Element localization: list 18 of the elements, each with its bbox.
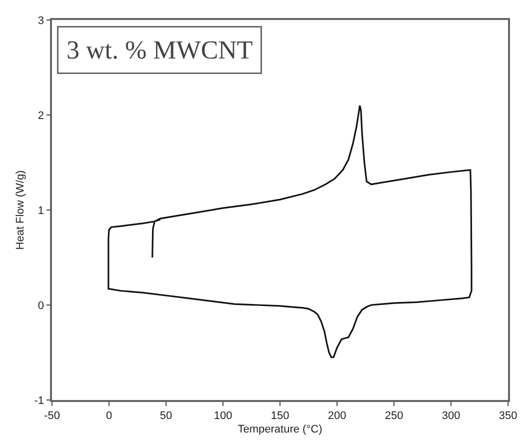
y-tick-label: 1 xyxy=(38,204,44,217)
x-tick-label: 150 xyxy=(270,410,290,422)
line-series xyxy=(108,104,472,358)
y-tick-label: 0 xyxy=(38,300,44,312)
x-tick-label: -50 xyxy=(44,410,60,422)
y-tick-label: 2 xyxy=(38,110,44,122)
x-tick-label: 50 xyxy=(160,410,172,422)
x-tick-label: 200 xyxy=(328,410,346,422)
x-tick-label: 0 xyxy=(106,410,112,422)
x-tick-label: 300 xyxy=(442,410,460,422)
x-tick-label: 250 xyxy=(384,410,404,422)
y-tick-label: 3 xyxy=(38,14,44,27)
x-tick-label: 100 xyxy=(214,410,232,422)
annotation: 3 wt. % MWCNT xyxy=(66,36,253,64)
x-tick-label: 350 xyxy=(498,410,518,422)
y-axis-title: Heat Flow (W/g) xyxy=(14,170,26,250)
y-tick-label: -1 xyxy=(34,394,44,407)
x-axis-title: Temperature (°C) xyxy=(238,424,322,436)
